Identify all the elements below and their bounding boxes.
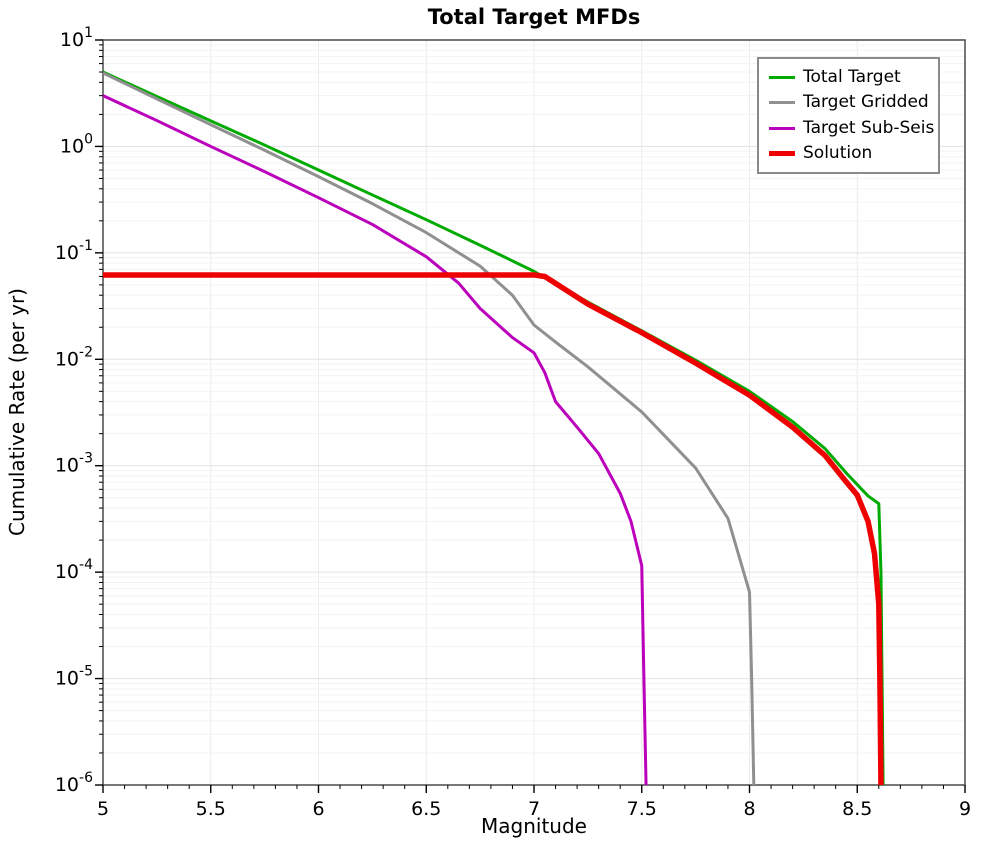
y-tick-label: 10-1 <box>55 238 93 264</box>
y-axis-label: Cumulative Rate (per yr) <box>5 288 29 536</box>
legend-item-target-gridded: Target Gridded <box>769 92 929 113</box>
legend-label-total-target: Total Target <box>803 67 901 88</box>
legend-swatch-target-sub-seis <box>769 126 795 130</box>
series-line-1 <box>103 71 756 785</box>
x-tick-label: 9 <box>959 798 971 820</box>
y-tick-label: 10-4 <box>55 557 93 583</box>
x-tick-label: 8.5 <box>842 798 872 820</box>
y-tick-label: 101 <box>60 25 93 51</box>
y-tick-label: 10-2 <box>55 344 93 370</box>
chart-title: Total Target MFDs <box>428 5 641 29</box>
series-lines <box>103 70 885 785</box>
legend-swatch-solution <box>769 150 795 157</box>
x-tick-label: 5 <box>97 798 109 820</box>
legend: Total Target Target Gridded Target Sub-S… <box>757 57 940 174</box>
legend-label-solution: Solution <box>803 142 873 163</box>
y-tick-label: 10-6 <box>55 770 93 796</box>
axis-ticks <box>95 39 966 793</box>
x-tick-label: 7.5 <box>627 798 657 820</box>
x-axis-label: Magnitude <box>481 814 587 838</box>
x-tick-label: 6 <box>312 798 324 820</box>
x-tick-label: 7 <box>528 798 540 820</box>
x-tick-label: 6.5 <box>411 798 441 820</box>
series-line-2 <box>103 94 648 785</box>
series-line-3 <box>103 272 884 785</box>
gridlines <box>103 40 965 785</box>
legend-item-target-sub-seis: Target Sub-Seis <box>769 119 934 137</box>
x-tick-label: 8 <box>743 798 755 820</box>
series-line-0 <box>103 70 885 785</box>
y-tick-label: 10-3 <box>55 451 93 477</box>
x-tick-label: 5.5 <box>196 798 226 820</box>
legend-label-target-sub-seis: Target Sub-Seis <box>803 117 935 138</box>
legend-label-target-gridded: Target Gridded <box>803 92 929 113</box>
legend-item-solution: Solution <box>769 142 928 163</box>
legend-swatch-target-gridded <box>769 101 795 105</box>
legend-item-total-target: Total Target <box>769 69 928 86</box>
y-tick-label: 10-5 <box>55 664 93 690</box>
legend-swatch-total-target <box>769 76 795 80</box>
y-tick-label: 100 <box>60 131 93 157</box>
